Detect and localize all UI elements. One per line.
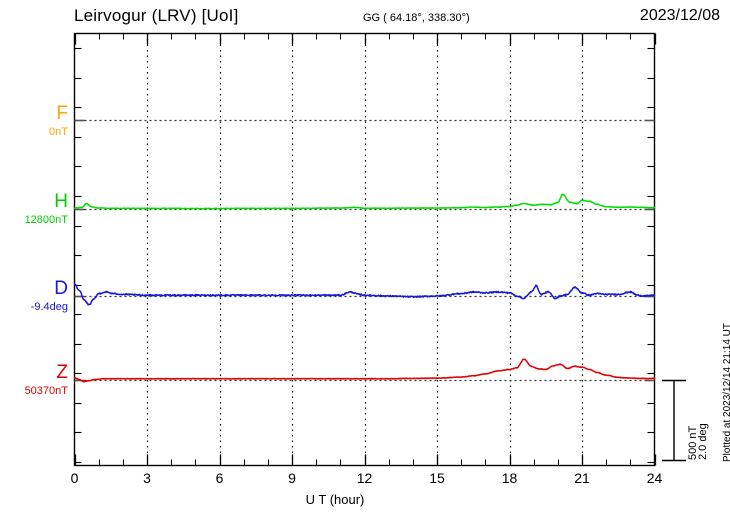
plot-frame: [73, 32, 656, 467]
component-label-h: H 12800nT: [0, 192, 68, 226]
component-letter-f: F: [56, 103, 68, 124]
component-value-z: 50370nT: [24, 385, 68, 397]
x-tick-label: 0: [70, 470, 79, 486]
component-baselines: [74, 119, 655, 382]
x-axis-title-text: U T (hour): [305, 492, 365, 507]
component-letter-h: H: [54, 191, 68, 212]
x-axis-title: U T (hour): [0, 492, 730, 507]
scale-bar-label: 500 nT 2.0 deg: [687, 423, 709, 460]
scale-bar: [662, 379, 686, 462]
trace-d: [73, 283, 656, 306]
x-tick-label: 15: [429, 470, 445, 486]
x-tick-label: 6: [215, 470, 224, 486]
station-title: Leirvogur (LRV) [UoI]: [74, 6, 239, 25]
data-traces: [73, 193, 656, 383]
trace-z: [73, 358, 656, 383]
date-label: 2023/12/08: [639, 7, 720, 24]
x-tick-label: 9: [288, 470, 296, 486]
component-value-f: 0nT: [49, 126, 68, 138]
axis-ticks: [74, 33, 657, 466]
left-axis-ticks: [74, 47, 655, 464]
trace-h: [73, 193, 656, 210]
geographic-coordinates: GG ( 64.18°, 338.30°): [363, 12, 470, 24]
component-value-d: -9.4deg: [30, 301, 68, 313]
x-tick-label: 24: [646, 470, 663, 486]
x-tick-label: 21: [574, 470, 590, 486]
x-tick-label: 3: [143, 470, 151, 486]
x-tick-label: 18: [501, 470, 518, 486]
x-tick-label: 12: [356, 470, 373, 486]
component-value-h: 12800nT: [24, 214, 68, 226]
gridlines: [146, 33, 584, 466]
component-label-z: Z 50370nT: [0, 363, 68, 397]
component-label-f: F 0nT: [0, 104, 68, 138]
component-label-d: D -9.4deg: [0, 279, 68, 313]
scale-bar-deg: 2.0 deg: [697, 423, 709, 460]
plotted-timestamp: Plotted at 2023/12/14 21:14 UT: [722, 323, 730, 462]
component-letter-z: Z: [56, 362, 68, 383]
component-letter-d: D: [54, 278, 68, 299]
